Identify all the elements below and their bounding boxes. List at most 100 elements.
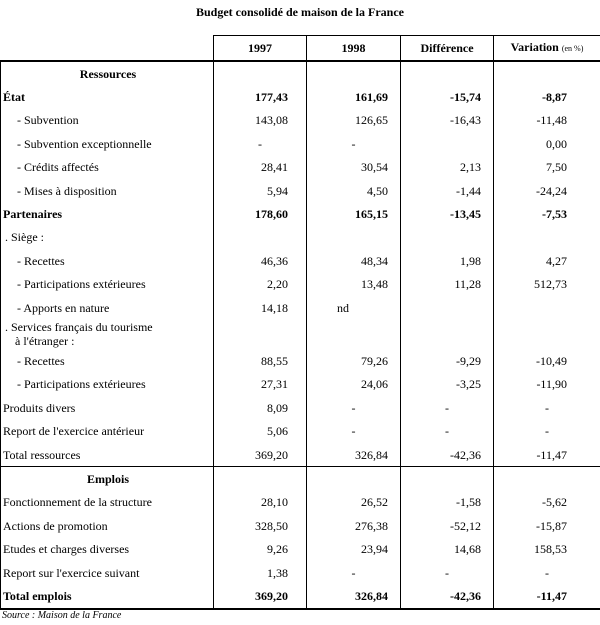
cell-variation [493, 295, 600, 320]
cell-1998: 24,06 [306, 372, 401, 397]
row-label: . Siège : [0, 225, 214, 250]
cell-difference: - [400, 419, 494, 443]
row-label: Partenaires [0, 202, 214, 226]
table-row: Produits divers 8,09- - - [0, 396, 600, 420]
cell-variation: -8,87 [493, 85, 600, 109]
cell-1997: 369,20 [213, 442, 307, 467]
row-label-text: - Recettes [17, 353, 65, 368]
table-row: - Subvention exceptionnelle - - 0,00 [0, 132, 600, 156]
cell-variation: -11,47 [493, 584, 600, 610]
row-label-text: Produits divers [3, 400, 76, 415]
cell-difference: 14,68 [400, 537, 494, 561]
row-label: - Recettes [0, 249, 214, 273]
cell-1998: 276,38 [306, 514, 401, 538]
row-label-text: Fonctionnement de la structure [3, 495, 152, 510]
cell-1998 [306, 319, 401, 350]
cell-1997: 2,20 [213, 272, 307, 296]
cell-1997: 177,43 [213, 85, 307, 109]
cell-difference: -13,45 [400, 202, 494, 226]
table-row: Report sur l'exercice suivant 1,38- - - [0, 560, 600, 585]
row-label: Total emplois [0, 584, 214, 610]
cell-1997: 328,50 [213, 514, 307, 538]
cell-variation [493, 61, 600, 86]
header-variation: Variation (en %) [493, 35, 600, 62]
row-label: - Recettes [0, 349, 214, 373]
cell-variation: - [493, 419, 600, 443]
cell-difference [400, 295, 494, 320]
cell-difference: -3,25 [400, 372, 494, 397]
cell-difference: 11,28 [400, 272, 494, 296]
table-row: Fonctionnement de la structure 28,10 26,52… [0, 490, 600, 515]
cell-1998: 165,15 [306, 202, 401, 226]
header-difference: Différence [400, 35, 494, 62]
row-label: Emplois [0, 466, 214, 491]
table-row: . Services français du tourisme à l'étran… [0, 319, 600, 350]
cell-1997: 8,09 [213, 396, 307, 420]
cell-variation: -7,53 [493, 202, 600, 226]
cell-1998: 26,52 [306, 490, 401, 515]
table-row: Emplois [0, 466, 600, 491]
cell-difference: - [400, 560, 494, 585]
row-label: Fonctionnement de la structure [0, 490, 214, 515]
table-title: Budget consolidé de maison de la France [195, 5, 404, 19]
cell-1997: 5,94 [213, 178, 307, 203]
cell-variation: 158,53 [493, 537, 600, 561]
table-row: Etudes et charges diverses 9,26 23,94 14,68… [0, 537, 600, 561]
row-label-text: Total emplois [3, 588, 72, 603]
row-label: - Crédits affectés [0, 155, 214, 179]
cell-1997: 28,41 [213, 155, 307, 179]
cell-1998 [306, 466, 401, 491]
row-label: - Mises à disposition [0, 178, 214, 203]
table-row: - Recettes 88,55 79,26 -9,29 -10,49 [0, 349, 600, 373]
row-label: . Services français du tourisme à l'étran… [0, 319, 214, 350]
cell-1997: 14,18 [213, 295, 307, 320]
cell-1997: 5,06 [213, 419, 307, 443]
cell-variation: -15,87 [493, 514, 600, 538]
cell-1998: 23,94 [306, 537, 401, 561]
table-row: - Apports en nature 14,18 nd [0, 295, 600, 320]
cell-difference: - [400, 396, 494, 420]
cell-1997: - [213, 132, 307, 156]
cell-1998 [306, 225, 401, 250]
cell-difference: -15,74 [400, 85, 494, 109]
row-label: - Participations extérieures [0, 272, 214, 296]
row-label-text: . Siège : [5, 230, 44, 245]
cell-variation: -10,49 [493, 349, 600, 373]
cell-difference: -1,58 [400, 490, 494, 515]
cell-1997: 369,20 [213, 584, 307, 610]
cell-difference: 2,13 [400, 155, 494, 179]
cell-difference [400, 225, 494, 250]
table-row: - Crédits affectés 28,41 30,54 2,13 7,50 [0, 155, 600, 179]
cell-1998: - [306, 419, 401, 443]
row-label-text: - Recettes [17, 253, 65, 268]
cell-1998: 126,65 [306, 108, 401, 133]
row-label-text: - Participations extérieures [17, 377, 146, 392]
cell-1998: 326,84 [306, 442, 401, 467]
cell-variation [493, 466, 600, 491]
variation-unit: (en %) [561, 44, 584, 53]
cell-variation: -11,90 [493, 372, 600, 397]
table-row: - Recettes 46,36 48,34 1,98 4,27 [0, 249, 600, 273]
row-label: Ressources [0, 61, 214, 86]
cell-1997: 143,08 [213, 108, 307, 133]
table-row: Report de l'exercice antérieur 5,06- - - [0, 419, 600, 443]
cell-difference [400, 61, 494, 86]
cell-1998: - [306, 560, 401, 585]
row-label: Etudes et charges diverses [0, 537, 214, 561]
cell-variation: 0,00 [493, 132, 600, 156]
row-label-text-line2: à l'étranger : [15, 334, 75, 349]
row-label-text: - Subvention exceptionnelle [17, 136, 152, 151]
row-label-text: . Services français du tourisme [5, 320, 153, 335]
header-blank [0, 35, 214, 62]
cell-1998: 161,69 [306, 85, 401, 109]
variation-label: Variation [510, 40, 559, 54]
table-row: État 177,43 161,69 -15,74 -8,87 [0, 85, 600, 109]
header-1998: 1998 [306, 35, 401, 62]
cell-variation: - [493, 396, 600, 420]
header-row: 1997 1998 Différence Variation (en %) [0, 35, 600, 62]
row-label: - Subvention exceptionnelle [0, 132, 214, 156]
row-label: Actions de promotion [0, 514, 214, 538]
row-label: - Apports en nature [0, 295, 214, 320]
table-row: - Participations extérieures 27,31 24,06 -3… [0, 372, 600, 397]
row-label: Report sur l'exercice suivant [0, 560, 214, 585]
